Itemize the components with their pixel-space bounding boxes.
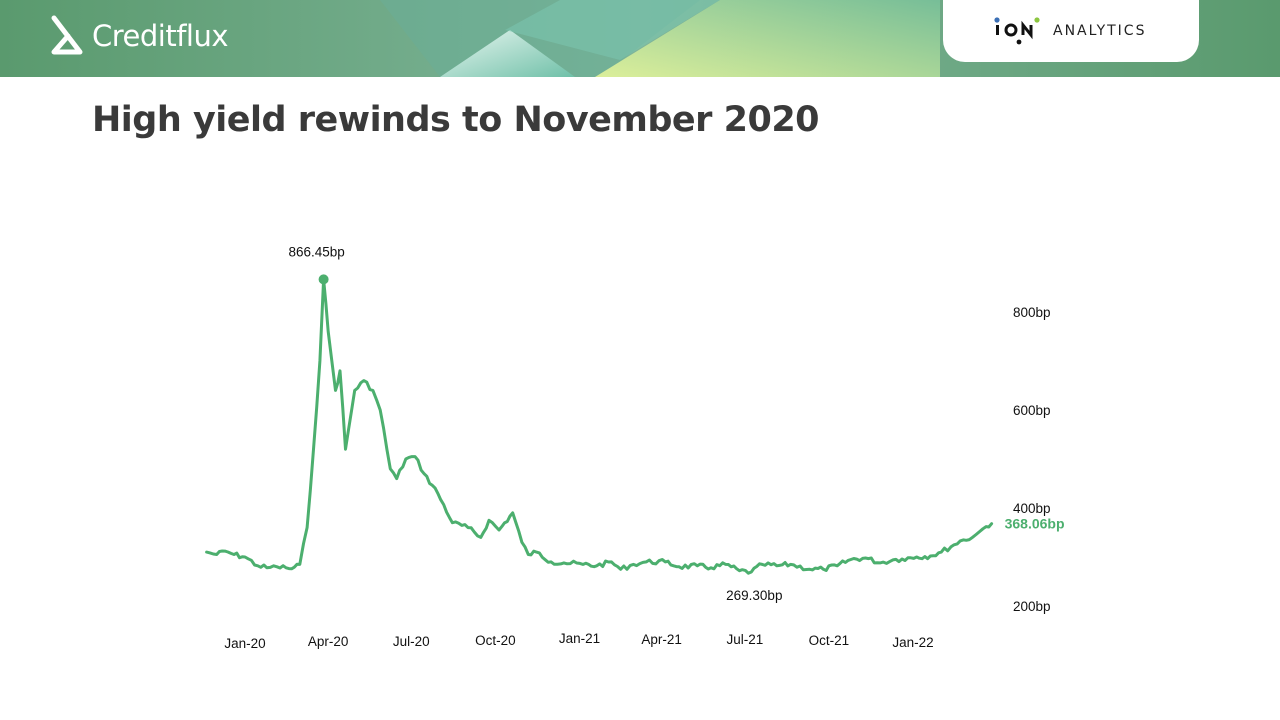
ion-analytics-logo-panel: ANALYTICS (943, 0, 1199, 62)
x-tick-label: Jan-22 (892, 635, 933, 650)
last-value-label: 368.06bp (1005, 516, 1065, 532)
ion-logo-icon (994, 17, 1040, 45)
x-tick-label: Apr-21 (641, 632, 682, 647)
y-tick-label: 600bp (1013, 403, 1051, 418)
x-tick-label: Oct-21 (809, 633, 850, 648)
peak-label: 866.45bp (288, 244, 344, 259)
series-line (205, 277, 994, 575)
creditflux-mark-icon (51, 15, 83, 55)
header-banner: Creditflux ANALYTICS (0, 0, 1280, 77)
x-tick-label: Apr-20 (308, 634, 349, 649)
x-tick-label: Jan-20 (224, 636, 265, 651)
y-tick-label: 200bp (1013, 599, 1051, 614)
x-tick-label: Jul-20 (393, 634, 430, 649)
partner-name: ANALYTICS (1053, 23, 1147, 39)
page-title: High yield rewinds to November 2020 (92, 100, 820, 140)
y-tick-label: 400bp (1013, 501, 1051, 516)
creditflux-logo: Creditflux (50, 14, 229, 58)
x-tick-label: Jul-21 (727, 632, 764, 647)
brand-name: Creditflux (92, 19, 229, 53)
y-tick-label: 800bp (1013, 305, 1051, 320)
peak-marker (318, 274, 329, 285)
x-tick-label: Jan-21 (559, 631, 600, 646)
x-tick-label: Oct-20 (475, 633, 516, 648)
trough-label: 269.30bp (726, 588, 782, 603)
